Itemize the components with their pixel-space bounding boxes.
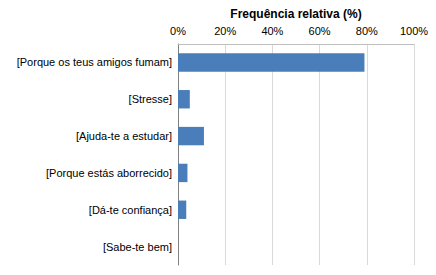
svg-text:[Porque estás aborrecido]: [Porque estás aborrecido] [46, 167, 172, 179]
svg-text:60%: 60% [309, 25, 331, 37]
svg-text:80%: 80% [356, 25, 378, 37]
svg-text:0%: 0% [170, 25, 186, 37]
svg-text:40%: 40% [261, 25, 283, 37]
svg-text:Frequência relativa (%): Frequência relativa (%) [230, 7, 361, 21]
svg-text:[Stresse]: [Stresse] [129, 93, 172, 105]
svg-text:[Dá-te confiança]: [Dá-te confiança] [89, 204, 172, 216]
svg-text:[Ajuda-te a estudar]: [Ajuda-te a estudar] [76, 130, 172, 142]
svg-text:[Porque os teus amigos fumam]: [Porque os teus amigos fumam] [17, 56, 172, 68]
svg-text:[Sabe-te bem]: [Sabe-te bem] [103, 241, 172, 253]
svg-text:20%: 20% [214, 25, 236, 37]
svg-text:100%: 100% [400, 25, 428, 37]
